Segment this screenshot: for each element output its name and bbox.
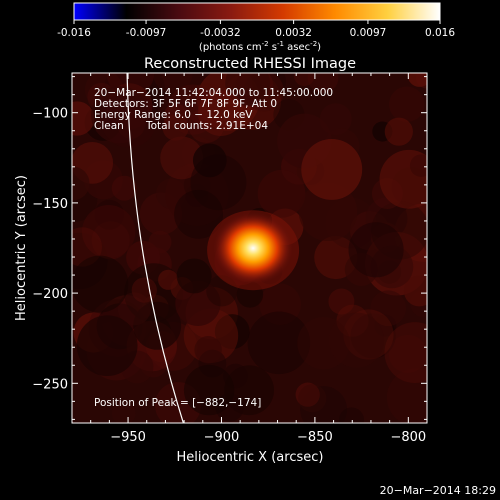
texture-blob	[298, 384, 327, 413]
texture-blob	[343, 309, 394, 360]
texture-blob	[329, 312, 385, 368]
solar-limb-line	[126, 73, 185, 423]
x-axis-label: Heliocentric X (arcsec)	[177, 450, 324, 465]
texture-blob	[370, 290, 407, 327]
texture-blob	[348, 222, 404, 278]
detectors-text: Detectors: 3F 5F 6F 7F 8F 9F, Att 0	[94, 98, 277, 110]
y-tick-label: −150	[32, 197, 68, 212]
texture-blob	[384, 117, 413, 146]
texture-blob	[72, 101, 95, 136]
texture-blob	[176, 258, 212, 294]
texture-blob	[148, 230, 172, 254]
texture-blob	[162, 114, 189, 141]
texture-blob	[76, 315, 138, 377]
plot-frame	[71, 72, 428, 424]
texture-blob	[259, 283, 301, 326]
texture-blob	[384, 322, 427, 384]
colorbar-tick-label: 0.0032	[275, 27, 312, 39]
y-axis-ticks: −100 −150 −200 −250	[32, 76, 427, 420]
background-texture	[72, 73, 427, 423]
texture-blob	[192, 143, 227, 178]
colorbar-ticks: -0.016 -0.0097 -0.0032 0.0032 0.0097 0.016	[57, 20, 455, 39]
colorbar-tick-label: -0.0032	[200, 27, 241, 39]
texture-blob	[379, 149, 427, 209]
clean-label: Clean	[94, 120, 124, 132]
plot-title: Reconstructed RHESSI Image	[144, 56, 356, 72]
texture-blob	[293, 73, 315, 87]
texture-blob	[295, 382, 320, 407]
texture-blob	[257, 169, 306, 218]
texture-blob	[175, 280, 221, 327]
y-tick-label: −250	[32, 377, 68, 392]
texture-blob	[160, 136, 204, 180]
x-axis-ticks: −950 −900 −850 −800	[90, 73, 428, 445]
total-counts-text: Total counts: 2.91E+04	[145, 120, 268, 132]
texture-blob	[183, 364, 235, 416]
texture-blob	[403, 275, 427, 307]
y-tick-label: −100	[32, 107, 68, 122]
texture-blob	[111, 401, 136, 423]
colorbar-tick-label: 0.0097	[350, 27, 387, 39]
texture-blob	[336, 304, 369, 337]
colorbar-tick-label: -0.0097	[126, 27, 167, 39]
texture-blob	[407, 73, 427, 87]
colorbar-units: (photons cm-2 s-1 asec-2)	[199, 40, 321, 53]
colorbar	[73, 2, 441, 21]
time-range-text: 20−Mar−2014 11:42:04.000 to 11:45:00.000	[94, 87, 333, 99]
texture-blob	[72, 255, 129, 313]
texture-blob	[158, 269, 179, 290]
texture-blob	[152, 73, 193, 93]
image-area	[72, 73, 427, 423]
texture-blob	[91, 86, 149, 144]
texture-blob	[409, 154, 427, 177]
texture-blob	[339, 407, 365, 423]
texture-blob	[386, 368, 427, 423]
texture-blob	[328, 288, 355, 315]
flare-source	[213, 212, 294, 285]
texture-blob	[301, 138, 363, 200]
energy-range-text: Energy Range: 6.0 − 12.0 keV	[94, 109, 253, 121]
texture-blob	[389, 86, 425, 123]
colorbar-tick-label: -0.016	[57, 27, 91, 39]
texture-blob	[247, 311, 311, 375]
texture-blob	[194, 336, 222, 364]
x-tick-label: −850	[297, 430, 333, 445]
texture-blob	[198, 90, 244, 136]
texture-blob	[388, 334, 427, 373]
texture-blob	[72, 166, 90, 201]
y-tick-label: −200	[32, 287, 68, 302]
footer-timestamp: 20−Mar−2014 18:29	[380, 484, 496, 497]
texture-blob	[174, 189, 224, 239]
texture-blob	[81, 205, 136, 259]
peak-position-text: Position of Peak = [−882,−174]	[94, 397, 261, 409]
x-tick-label: −900	[204, 430, 240, 445]
texture-blob	[111, 175, 137, 201]
y-axis-label: Heliocentric Y (arcsec)	[14, 175, 29, 321]
colorbar-tick-label: 0.016	[425, 27, 455, 39]
x-tick-label: −800	[390, 430, 426, 445]
texture-blob	[297, 317, 350, 370]
x-tick-label: −950	[110, 430, 146, 445]
texture-blob	[131, 277, 157, 303]
